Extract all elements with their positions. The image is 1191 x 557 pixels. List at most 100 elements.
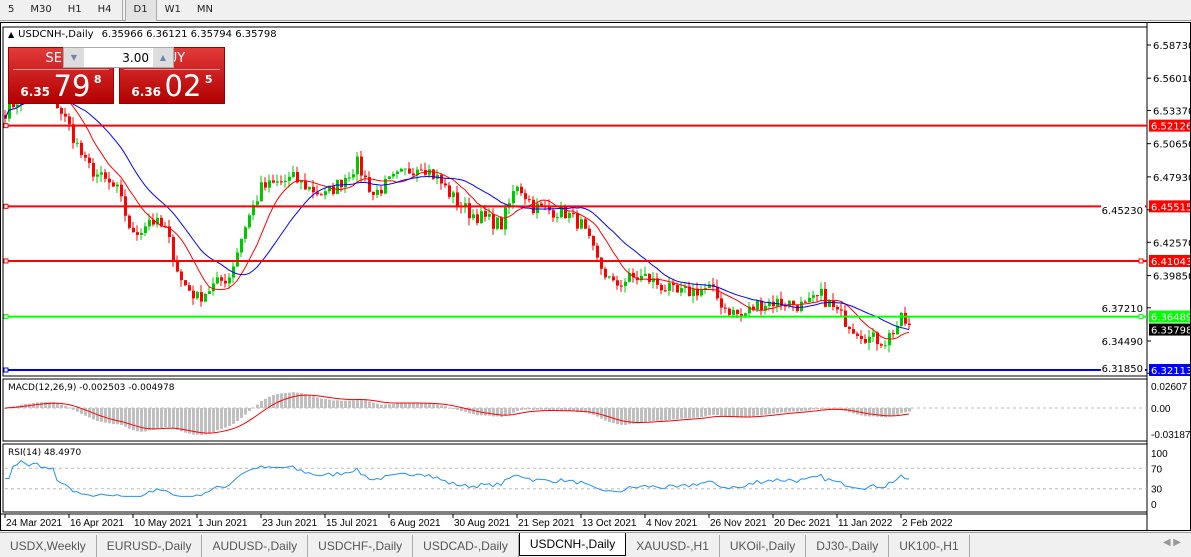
macd-bar xyxy=(612,408,615,424)
one-click-trading-panel: SELL 6.35 79 8 ▼ ▲ BUY 6.36 02 5 xyxy=(8,47,227,104)
macd-bar xyxy=(384,404,387,408)
price-line-label-bg xyxy=(1149,119,1190,132)
timeframe-w1[interactable]: W1 xyxy=(164,4,181,15)
macd-bar xyxy=(540,408,543,410)
macd-bar xyxy=(292,392,295,408)
timeframe-h1[interactable]: H1 xyxy=(67,4,82,15)
price-tick-label: 6.53370 xyxy=(1153,106,1190,117)
macd-bar xyxy=(636,408,639,424)
tab-usdcnh-daily[interactable]: USDCNH-,Daily xyxy=(518,533,627,556)
candle-body xyxy=(788,300,791,307)
macd-bar xyxy=(832,408,835,409)
tab-dj30-daily[interactable]: DJ30-,Daily xyxy=(806,535,890,557)
macd-bar xyxy=(4,408,7,409)
macd-bar xyxy=(84,408,87,416)
candle-body xyxy=(100,172,103,175)
candle-body xyxy=(292,172,295,177)
candle-body xyxy=(252,204,255,216)
candle-body xyxy=(296,172,299,183)
candle-body xyxy=(756,300,759,310)
price-chart[interactable]: 6.521266.455156.410436.364896.321136.357… xyxy=(1,23,1190,530)
candle-body xyxy=(328,186,331,192)
candle-body xyxy=(700,289,703,296)
price-tick-label: 6.34490 xyxy=(1102,337,1143,348)
chart-window[interactable]: 6.52126 6.45515 6.41043 6.36489 6.32113 6.357… xyxy=(0,22,1191,531)
macd-bar xyxy=(740,408,743,418)
candle-body xyxy=(236,252,239,267)
macd-bar xyxy=(208,408,211,434)
tab-usdx-weekly[interactable]: USDX,Weekly xyxy=(0,535,97,557)
tab-eurusd-daily[interactable]: EURUSD-,Daily xyxy=(97,535,203,557)
tab-ukoil-daily[interactable]: UKOil-,Daily xyxy=(720,535,807,557)
candle-body xyxy=(584,219,587,229)
timeframe-m30[interactable]: M30 xyxy=(30,4,52,15)
quantity-input[interactable] xyxy=(84,48,153,67)
collapse-triangle-icon[interactable]: ▲ xyxy=(8,30,15,39)
candle-body xyxy=(284,180,287,182)
timeframe-mn[interactable]: MN xyxy=(196,4,213,15)
tab-xauusd-h1[interactable]: XAUUSD-,H1 xyxy=(626,535,720,557)
macd-bar xyxy=(860,408,863,416)
candle-body xyxy=(860,335,863,339)
candle-body xyxy=(364,175,367,178)
macd-bar xyxy=(732,408,735,418)
macd-bar xyxy=(48,402,51,408)
timeframe-5[interactable]: 5 xyxy=(8,4,15,15)
timeframe-d1[interactable]: D1 xyxy=(124,0,157,21)
candle-body xyxy=(128,215,131,228)
candle-body xyxy=(884,345,887,347)
candle-body xyxy=(748,306,751,314)
macd-bar xyxy=(44,402,47,408)
tab-uk100-h1[interactable]: UK100-,H1 xyxy=(889,535,970,557)
candle-body xyxy=(464,203,467,208)
macd-bar xyxy=(548,408,551,410)
tab-usdchf-daily[interactable]: USDCHF-,Daily xyxy=(308,535,414,557)
macd-bar xyxy=(752,408,755,417)
increase-arrow-icon[interactable]: ▲ xyxy=(159,53,167,62)
decrease-arrow-icon[interactable]: ▼ xyxy=(70,53,78,62)
tab-audusd-daily[interactable]: AUDUSD-,Daily xyxy=(202,535,309,557)
candle-body xyxy=(368,177,371,192)
timeframe-h4[interactable]: H4 xyxy=(97,4,112,15)
tab-scroll-arrows-icon[interactable]: ◀ ▶ xyxy=(1162,537,1181,548)
macd-bar xyxy=(880,408,883,418)
macd-bar xyxy=(196,408,199,435)
candle-body xyxy=(908,323,911,325)
macd-bar xyxy=(348,400,351,408)
macd-tick-label: 0.02607 xyxy=(1151,382,1188,393)
candle-body xyxy=(488,214,491,217)
macd-bar xyxy=(244,408,247,415)
macd-bar xyxy=(380,404,383,408)
candle-body xyxy=(16,104,19,108)
macd-bar xyxy=(328,399,331,408)
macd-bar xyxy=(724,408,727,417)
price-tick-label: 6.37210 xyxy=(1102,304,1143,315)
candle-body xyxy=(728,308,731,315)
macd-bar xyxy=(192,408,195,435)
macd-bar xyxy=(668,408,671,420)
candle-body xyxy=(828,300,831,307)
candle-body xyxy=(96,174,99,177)
tab-usdcad-daily[interactable]: USDCAD-,Daily xyxy=(413,535,519,557)
candle-body xyxy=(148,219,151,227)
candle-body xyxy=(792,300,795,305)
time-tick-label: 16 Apr 2021 xyxy=(70,518,124,529)
candle-body xyxy=(644,273,647,276)
candle-body xyxy=(832,300,835,308)
candle-body xyxy=(88,157,91,163)
candle-body xyxy=(528,199,531,201)
macd-bar xyxy=(556,408,559,412)
candle-body xyxy=(572,212,575,214)
macd-bar xyxy=(344,400,347,408)
time-tick-label: 20 Dec 2021 xyxy=(774,518,831,529)
macd-bar xyxy=(228,408,231,427)
macd-bar xyxy=(876,408,879,417)
macd-bar xyxy=(564,408,567,412)
price-tick-label: 6.47930 xyxy=(1153,173,1190,184)
macd-bar xyxy=(648,408,651,422)
macd-bar xyxy=(136,408,139,432)
candle-body xyxy=(120,184,123,197)
candle-body xyxy=(540,203,543,206)
macd-bar xyxy=(224,408,227,428)
macd-bar xyxy=(128,408,131,429)
